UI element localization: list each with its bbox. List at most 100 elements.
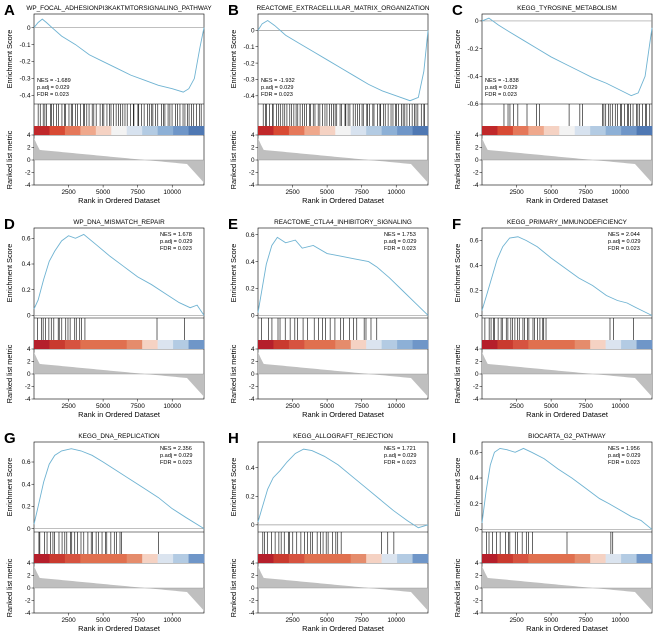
rank-heat-segment <box>412 554 429 563</box>
es-y-axis-label: Enrichment Score <box>453 244 462 303</box>
es-ytick-label: 0 <box>251 522 255 529</box>
es-ytick-label: 0.4 <box>470 475 479 482</box>
panel-title: KEGG_PRIMARY_IMMUNODEFICIENCY <box>507 219 628 226</box>
rank-heat-segment <box>95 554 112 563</box>
es-curve <box>33 18 205 93</box>
fdr-text: FDR = 0.023 <box>384 246 416 252</box>
x-axis-label: Rank in Ordered Dataset <box>78 624 160 633</box>
x-axis-label: Rank in Ordered Dataset <box>78 410 160 419</box>
padj-text: p.adj = 0.029 <box>485 85 518 91</box>
xtick-label: 10000 <box>611 403 629 410</box>
xtick-label: 10000 <box>387 617 405 624</box>
metric-ytick-label: 4 <box>251 560 255 567</box>
es-ytick-label: -0.3 <box>243 77 254 84</box>
es-ytick-label: -0.2 <box>243 60 254 67</box>
rank-heat-segment <box>34 126 50 135</box>
metric-y-axis-label: Ranked list metric <box>229 344 238 403</box>
rank-heat-segment <box>335 340 352 349</box>
rank-heat-segment <box>157 126 174 135</box>
ranked-metric-area <box>482 138 652 183</box>
padj-text: p.adj = 0.029 <box>37 85 70 91</box>
rank-heat-segment <box>559 554 576 563</box>
rank-heat-segment <box>528 126 545 135</box>
es-curve <box>481 447 653 530</box>
xtick-label: 2500 <box>61 617 76 624</box>
metric-ytick-label: 4 <box>27 560 31 567</box>
xtick-label: 7500 <box>579 189 594 196</box>
metric-y-axis-label: Ranked list metric <box>453 130 462 189</box>
x-axis-label: Rank in Ordered Dataset <box>526 196 608 205</box>
panel-f: F KEGG_PRIMARY_IMMUNODEFICIENCY 0 0.2 0.4 0.6… <box>452 216 653 419</box>
padj-text: p.adj = 0.029 <box>160 453 193 459</box>
metric-ytick-label: 2 <box>27 573 31 580</box>
metric-ytick-label: 2 <box>251 359 255 366</box>
panel-label: C <box>452 2 463 19</box>
es-curve <box>257 448 429 529</box>
metric-ytick-label: 0 <box>27 157 31 164</box>
rank-heat-segment <box>412 126 429 135</box>
rank-heat-segment <box>512 554 529 563</box>
xtick-label: 10000 <box>611 617 629 624</box>
rank-heat-segment <box>366 340 382 349</box>
nes-text: NES = -1.932 <box>261 78 295 84</box>
es-ytick-label: -0.4 <box>19 93 30 100</box>
metric-y-axis-label: Ranked list metric <box>229 130 238 189</box>
ranked-metric-area <box>482 566 652 611</box>
rank-heat-segment <box>34 554 50 563</box>
rank-heat-segment <box>188 554 205 563</box>
es-curve <box>33 233 205 316</box>
rank-heat-segment <box>49 340 66 349</box>
metric-ytick-label: -4 <box>249 610 255 617</box>
es-ytick-label: 0.2 <box>470 501 479 508</box>
metric-ytick-label: 0 <box>251 371 255 378</box>
rank-heat-segment <box>397 340 413 349</box>
es-y-axis-label: Enrichment Score <box>229 30 238 89</box>
es-ytick-label: 0 <box>475 527 479 534</box>
metric-ytick-label: -2 <box>25 598 31 605</box>
rank-heat-segment <box>381 340 398 349</box>
x-axis-label: Rank in Ordered Dataset <box>302 410 384 419</box>
es-curve <box>257 236 429 316</box>
nes-text: NES = 1.721 <box>384 446 416 452</box>
rank-heat-segment <box>258 340 274 349</box>
rank-heat-segment <box>574 340 591 349</box>
rank-heat-segment <box>304 340 321 349</box>
es-curve <box>481 17 653 97</box>
metric-y-axis-label: Ranked list metric <box>453 558 462 617</box>
panel-label: G <box>4 430 16 447</box>
fdr-text: FDR = 0.023 <box>384 460 416 466</box>
rank-heat-segment <box>574 554 591 563</box>
rank-heat-segment <box>350 126 367 135</box>
es-ytick-label: 0.4 <box>22 261 31 268</box>
panel-title: REACTOME_EXTRACELLULAR_MATRIX_ORGANIZATI… <box>257 5 430 12</box>
xtick-label: 10000 <box>387 403 405 410</box>
metric-ytick-label: -4 <box>25 396 31 403</box>
xtick-label: 7500 <box>131 403 146 410</box>
padj-text: p.adj = 0.029 <box>160 239 193 245</box>
rank-heat-segment <box>111 340 128 349</box>
metric-y-axis-label: Ranked list metric <box>5 558 14 617</box>
metric-ytick-label: -2 <box>249 384 255 391</box>
panel-h: H KEGG_ALLOGRAFT_REJECTION 0 0.2 0.4 NES = 1.… <box>228 430 429 633</box>
xtick-label: 5000 <box>96 617 111 624</box>
panel-i: I BIOCARTA_G2_PATHWAY 0 0.2 0.4 0.6 NES = 1.95… <box>452 430 653 633</box>
es-ytick-label: 0 <box>27 526 31 533</box>
padj-text: p.adj = 0.029 <box>608 239 641 245</box>
xtick-label: 7500 <box>579 403 594 410</box>
xtick-label: 10000 <box>611 189 629 196</box>
es-ytick-label: 0.2 <box>22 287 31 294</box>
es-ytick-label: 0.6 <box>470 238 479 245</box>
metric-ytick-label: 0 <box>27 585 31 592</box>
es-ytick-label: -0.1 <box>243 44 254 51</box>
metric-ytick-label: -4 <box>249 396 255 403</box>
rank-heat-segment <box>49 554 66 563</box>
xtick-label: 2500 <box>509 617 524 624</box>
panel-label: D <box>4 216 15 233</box>
rank-heat-segment <box>590 126 606 135</box>
ranked-metric-area <box>482 352 652 397</box>
es-curve <box>33 448 205 530</box>
padj-text: p.adj = 0.029 <box>384 453 417 459</box>
es-ytick-label: -0.2 <box>19 59 30 66</box>
ranked-metric-area <box>34 352 204 397</box>
